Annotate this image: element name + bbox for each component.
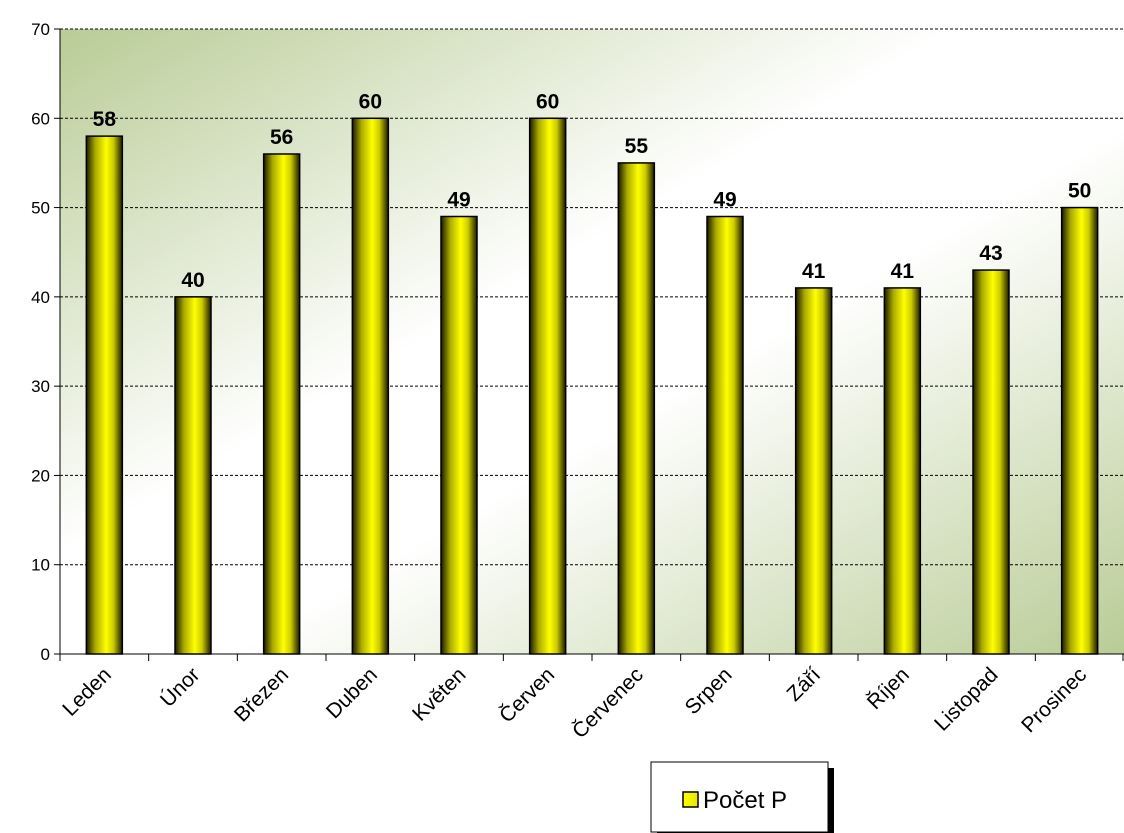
bar <box>972 269 1010 655</box>
y-tick-label: 10 <box>31 556 50 575</box>
bar <box>617 162 656 655</box>
data-label: 41 <box>802 260 826 283</box>
x-category-label: Květen <box>408 663 471 726</box>
y-tick-label: 40 <box>31 288 50 307</box>
bar <box>174 296 212 655</box>
y-tick-label: 70 <box>31 20 50 39</box>
x-category-label: Prosinec <box>1017 663 1091 737</box>
legend: Počet P <box>650 761 834 833</box>
x-category-label: Listopad <box>930 663 1002 735</box>
y-tick-label: 50 <box>31 199 50 218</box>
data-label: 60 <box>536 90 559 113</box>
legend-key <box>682 791 699 808</box>
y-tick-label: 20 <box>31 466 50 485</box>
bar <box>440 215 478 655</box>
y-tick-label: 30 <box>31 377 50 396</box>
y-tick-label: 60 <box>31 109 50 128</box>
data-labels: 58 40 56 60 49 60 55 49 41 41 43 50 <box>93 90 1092 292</box>
x-category-label: Červen <box>495 663 559 727</box>
data-label: 55 <box>625 135 649 158</box>
data-label: 58 <box>93 108 117 131</box>
x-category-labels: Leden Únor Březen Duben Květen Červen Červenec… <box>58 663 1091 743</box>
data-label: 49 <box>447 189 470 212</box>
bar <box>528 117 567 655</box>
x-category-label: Září <box>783 663 826 706</box>
data-label: 50 <box>1068 180 1091 203</box>
x-category-label: Únor <box>156 663 204 711</box>
x-category-label: Říjen <box>863 663 914 714</box>
bars <box>85 117 1099 655</box>
data-label: 41 <box>891 260 915 283</box>
bar <box>883 287 922 655</box>
gridlines <box>60 28 1124 566</box>
data-label: 56 <box>270 126 293 149</box>
data-label: 40 <box>181 269 204 292</box>
bar <box>706 215 744 655</box>
x-category-label: Leden <box>58 663 116 721</box>
y-tick-label: 0 <box>41 645 50 664</box>
x-category-label: Duben <box>322 663 382 723</box>
bar <box>1060 206 1099 655</box>
data-label: 49 <box>713 189 736 212</box>
plot-area <box>60 29 1124 654</box>
x-category-label: Březen <box>230 663 293 726</box>
legend-box <box>650 761 829 833</box>
axes <box>54 28 1124 661</box>
bar <box>85 135 124 655</box>
data-label: 43 <box>979 242 1002 265</box>
y-tick-labels: 0 10 20 30 40 50 60 70 <box>31 20 50 664</box>
bar <box>262 153 301 655</box>
bar <box>794 287 833 655</box>
legend-label: Počet P <box>703 787 787 814</box>
x-category-label: Srpen <box>681 663 737 719</box>
x-category-label: Červenec <box>568 663 648 743</box>
data-label: 60 <box>359 90 382 113</box>
bar <box>351 117 390 655</box>
